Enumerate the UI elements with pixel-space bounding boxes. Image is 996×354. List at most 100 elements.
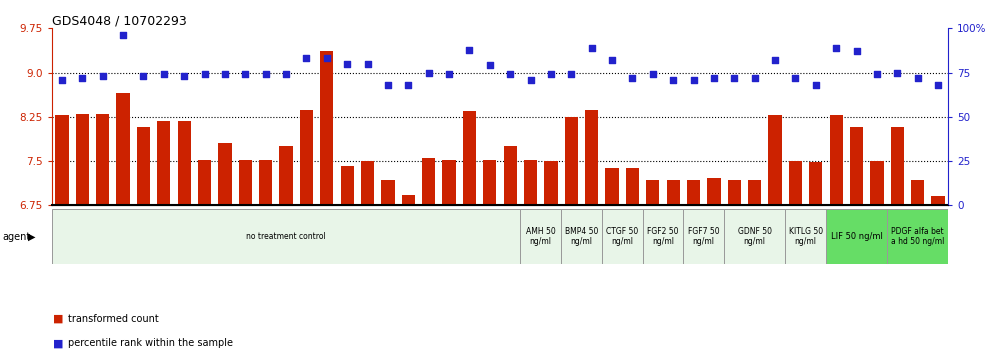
- Point: [54, 77, 70, 82]
- Text: AMH 50
ng/ml: AMH 50 ng/ml: [526, 227, 556, 246]
- Bar: [789, 161, 802, 205]
- Point: [340, 61, 356, 67]
- Point: [829, 45, 845, 51]
- Point: [584, 45, 600, 51]
- Point: [849, 48, 865, 54]
- Bar: [565, 117, 578, 205]
- Point: [685, 77, 701, 82]
- Point: [176, 73, 192, 79]
- Text: percentile rank within the sample: percentile rank within the sample: [68, 338, 233, 348]
- Text: BMP4 50
ng/ml: BMP4 50 ng/ml: [565, 227, 599, 246]
- Bar: [483, 160, 496, 205]
- Text: no treatment control: no treatment control: [246, 232, 326, 241]
- Text: FGF2 50
ng/ml: FGF2 50 ng/ml: [647, 227, 678, 246]
- Bar: [341, 166, 354, 205]
- Text: ▶: ▶: [28, 232, 36, 242]
- Bar: [442, 160, 456, 205]
- Text: GDS4048 / 10702293: GDS4048 / 10702293: [52, 14, 186, 27]
- Bar: [687, 180, 700, 205]
- Point: [400, 82, 416, 88]
- Bar: [768, 115, 782, 205]
- Point: [889, 70, 905, 75]
- Point: [767, 57, 783, 63]
- Point: [360, 61, 375, 67]
- Bar: [707, 178, 720, 205]
- Point: [788, 75, 804, 81]
- Point: [155, 72, 172, 77]
- Bar: [136, 127, 150, 205]
- Point: [909, 75, 925, 81]
- Bar: [56, 115, 69, 205]
- Text: agent: agent: [2, 232, 30, 242]
- Point: [869, 72, 884, 77]
- Bar: [96, 114, 110, 205]
- Point: [258, 72, 274, 77]
- Bar: [585, 110, 599, 205]
- Point: [420, 70, 436, 75]
- Bar: [871, 161, 883, 205]
- Point: [543, 72, 559, 77]
- Point: [644, 72, 660, 77]
- Text: KITLG 50
ng/ml: KITLG 50 ng/ml: [789, 227, 823, 246]
- Text: transformed count: transformed count: [68, 314, 158, 324]
- Bar: [52, 209, 520, 264]
- Bar: [239, 160, 252, 205]
- Bar: [280, 146, 293, 205]
- Point: [237, 72, 253, 77]
- Bar: [361, 161, 374, 205]
- Point: [665, 77, 681, 82]
- Bar: [157, 121, 170, 205]
- Bar: [198, 160, 211, 205]
- Bar: [666, 180, 680, 205]
- Bar: [850, 127, 864, 205]
- Bar: [422, 158, 435, 205]
- Bar: [809, 162, 823, 205]
- Point: [135, 73, 151, 79]
- Text: PDGF alfa bet
a hd 50 ng/ml: PDGF alfa bet a hd 50 ng/ml: [891, 227, 944, 246]
- Bar: [300, 110, 313, 205]
- Bar: [785, 209, 826, 264]
- Text: CTGF 50
ng/ml: CTGF 50 ng/ml: [607, 227, 638, 246]
- Point: [116, 33, 131, 38]
- Bar: [602, 209, 642, 264]
- Text: GDNF 50
ng/ml: GDNF 50 ng/ml: [738, 227, 772, 246]
- Point: [624, 75, 640, 81]
- Point: [808, 82, 824, 88]
- Bar: [504, 146, 517, 205]
- Bar: [320, 51, 334, 205]
- Bar: [520, 209, 561, 264]
- Point: [299, 56, 315, 61]
- Point: [706, 75, 722, 81]
- Text: FGF7 50
ng/ml: FGF7 50 ng/ml: [688, 227, 719, 246]
- Bar: [218, 143, 232, 205]
- Point: [217, 72, 233, 77]
- Bar: [646, 180, 659, 205]
- Bar: [606, 168, 619, 205]
- Point: [95, 73, 111, 79]
- Point: [196, 72, 212, 77]
- Bar: [463, 111, 476, 205]
- Bar: [642, 209, 683, 264]
- Point: [278, 72, 294, 77]
- Text: ■: ■: [53, 338, 64, 348]
- Bar: [826, 209, 887, 264]
- Bar: [887, 209, 948, 264]
- Bar: [524, 160, 537, 205]
- Bar: [117, 93, 129, 205]
- Point: [930, 82, 946, 88]
- Bar: [890, 127, 904, 205]
- Point: [523, 77, 539, 82]
- Bar: [724, 209, 785, 264]
- Point: [747, 75, 763, 81]
- Bar: [683, 209, 724, 264]
- Bar: [177, 121, 191, 205]
- Point: [482, 63, 498, 68]
- Point: [379, 82, 395, 88]
- Bar: [911, 180, 924, 205]
- Point: [502, 72, 518, 77]
- Text: LIF 50 ng/ml: LIF 50 ng/ml: [831, 232, 882, 241]
- Point: [75, 75, 91, 81]
- Bar: [830, 115, 843, 205]
- Bar: [748, 180, 761, 205]
- Point: [604, 57, 620, 63]
